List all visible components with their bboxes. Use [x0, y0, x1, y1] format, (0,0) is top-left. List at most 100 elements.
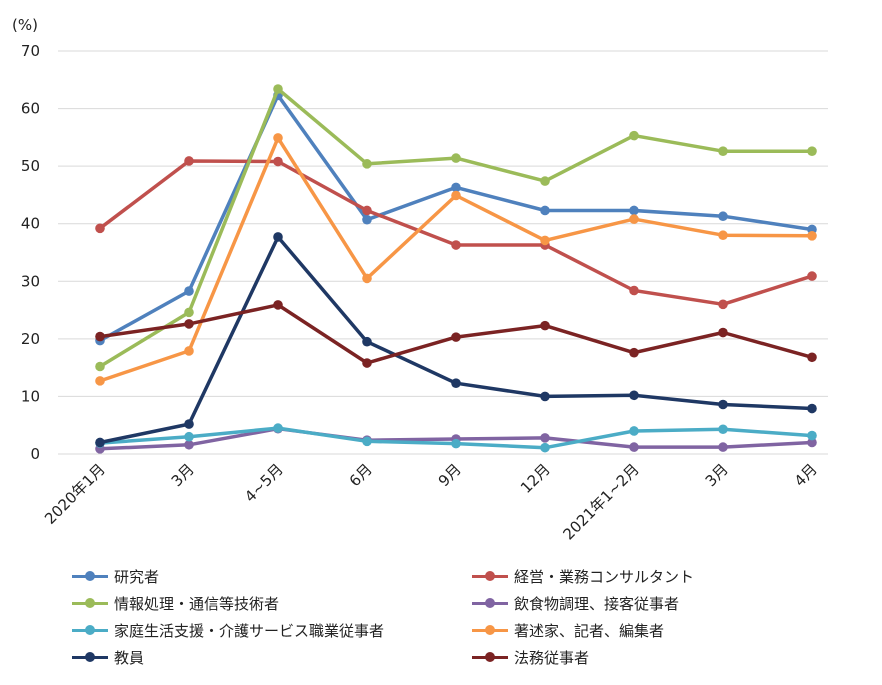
data-point — [540, 433, 550, 443]
series-6 — [95, 133, 817, 386]
x-tick-label: 9月 — [435, 460, 465, 490]
data-point — [95, 361, 105, 372]
data-point — [718, 230, 728, 241]
data-point — [95, 376, 105, 386]
data-point — [451, 182, 461, 193]
y-axis-ticks: 0 10 20 30 40 50 60 70 — [21, 42, 40, 463]
data-point — [807, 430, 817, 441]
series-1 — [95, 90, 817, 346]
data-point — [362, 436, 372, 447]
legend-swatch — [472, 645, 508, 669]
data-point — [629, 347, 639, 358]
data-point — [540, 205, 550, 216]
legend-item: 著述家、記者、編集者 — [472, 618, 664, 642]
data-point — [718, 424, 728, 435]
x-tick-label: 4月 — [791, 460, 821, 490]
data-point — [362, 273, 372, 284]
data-point — [95, 223, 105, 234]
legend: 研究者 経営・業務コンサルタント 情報処理・通信等技術者 飲食物調理、接客従事者 家庭生… — [0, 560, 882, 680]
legend-label: 家庭生活支援・介護サービス職業従事者 — [114, 621, 385, 640]
data-point — [184, 439, 194, 450]
series-5 — [95, 423, 817, 453]
data-point — [362, 205, 372, 216]
x-axis-ticks: 2020年1月 3月 4~5月 6月 9月 12月 2021年1~2月 3月 4月 — [41, 460, 821, 543]
x-tick-label: 4~5月 — [241, 460, 287, 506]
data-point — [184, 307, 194, 318]
legend-label: 著述家、記者、編集者 — [514, 621, 665, 640]
data-point — [718, 146, 728, 156]
legend-item: 教員 — [72, 645, 144, 669]
data-point — [540, 176, 550, 186]
data-point — [451, 332, 461, 342]
legend-item: 法務従事者 — [472, 645, 589, 669]
data-point — [807, 271, 817, 281]
data-point — [718, 442, 728, 452]
data-point — [184, 286, 194, 296]
data-point — [807, 231, 817, 241]
data-point — [273, 232, 283, 242]
y-tick-label: 0 — [30, 445, 40, 463]
y-tick-label: 60 — [21, 100, 40, 118]
data-point — [362, 336, 372, 347]
data-point — [273, 423, 283, 433]
data-point — [629, 205, 639, 216]
series-line — [99, 87, 812, 368]
data-point — [540, 391, 550, 402]
grid-layer — [58, 50, 828, 455]
series-7 — [95, 232, 817, 448]
data-point — [362, 159, 372, 169]
data-point — [451, 190, 461, 201]
legend-item: 経営・業務コンサルタント — [472, 564, 694, 588]
y-tick-label: 70 — [21, 42, 40, 60]
legend-swatch — [472, 591, 508, 615]
data-point — [95, 331, 105, 342]
data-point — [807, 437, 817, 448]
data-point — [718, 399, 728, 410]
y-tick-label: 50 — [21, 157, 40, 175]
series-8 — [95, 300, 817, 368]
y-tick-label: 30 — [21, 272, 40, 290]
data-point — [273, 156, 283, 167]
data-point — [540, 235, 550, 246]
legend-swatch — [72, 591, 108, 615]
series-3 — [95, 84, 817, 372]
data-point — [540, 320, 550, 331]
legend-swatch — [472, 564, 508, 588]
legend-swatch — [72, 618, 108, 642]
x-tick-label: 6月 — [346, 460, 376, 490]
y-axis-unit-label: (%) — [12, 16, 38, 34]
data-point — [184, 156, 194, 166]
legend-label: 教員 — [114, 648, 145, 667]
data-point — [629, 214, 639, 224]
data-point — [184, 319, 194, 329]
data-point — [273, 133, 283, 143]
legend-label: 情報処理・通信等技術者 — [114, 594, 280, 613]
legend-swatch — [72, 564, 108, 588]
data-point — [807, 352, 817, 363]
y-tick-label: 20 — [21, 330, 40, 348]
data-point — [718, 327, 728, 338]
x-tick-label: 3月 — [702, 460, 732, 490]
data-point — [273, 300, 283, 310]
data-point — [451, 240, 461, 250]
x-tick-label: 2020年1月 — [41, 460, 109, 528]
data-point — [184, 431, 194, 442]
legend-item: 家庭生活支援・介護サービス職業従事者 — [72, 618, 384, 642]
x-tick-label: 2021年1~2月 — [560, 460, 643, 543]
x-tick-label: 12月 — [517, 460, 554, 497]
y-tick-label: 10 — [21, 387, 40, 405]
x-tick-label: 3月 — [168, 460, 198, 490]
data-point — [451, 153, 461, 163]
legend-item: 情報処理・通信等技術者 — [72, 591, 279, 615]
data-point — [184, 346, 194, 356]
series-layer — [95, 84, 817, 454]
data-point — [718, 299, 728, 310]
data-point — [629, 426, 639, 436]
data-point — [629, 285, 639, 296]
data-point — [451, 438, 461, 449]
legend-label: 経営・業務コンサルタント — [514, 567, 695, 586]
legend-swatch — [472, 618, 508, 642]
data-point — [629, 390, 639, 401]
data-point — [184, 419, 194, 429]
